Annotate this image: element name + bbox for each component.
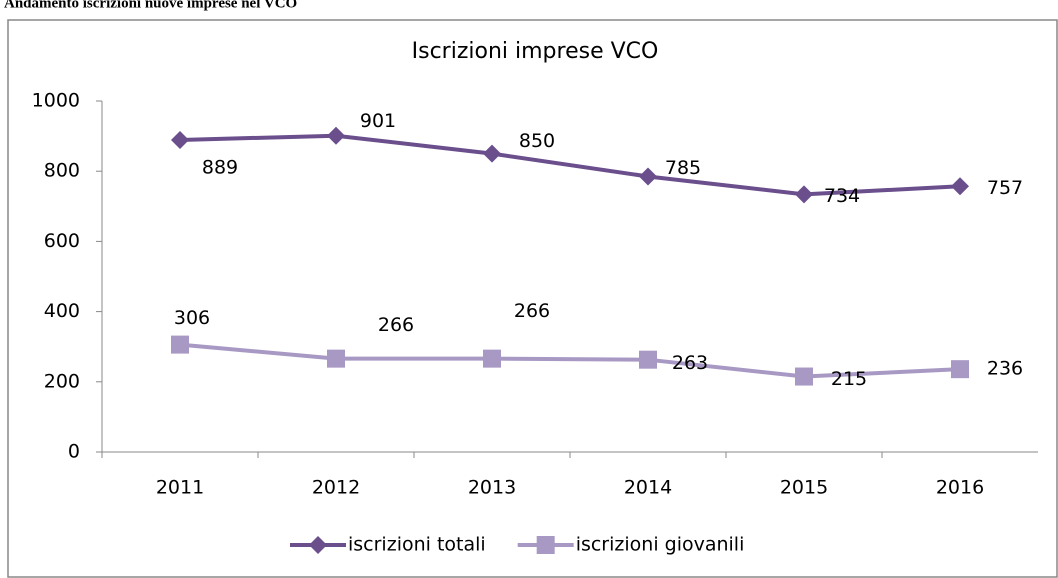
data-point [327,349,345,368]
data-label: 757 [987,177,1023,199]
data-label: 734 [824,185,860,207]
legend-marker [536,536,555,554]
data-point [951,177,969,196]
caption: Andamento iscrizioni nuove imprese nel V… [4,0,297,11]
chart-title: Iscrizioni imprese VCO [412,39,659,64]
data-label: 266 [514,300,550,322]
data-point [483,144,501,163]
chart-frame [7,19,1058,578]
data-label: 889 [202,156,238,178]
data-point [483,349,501,368]
x-tick-label: 2013 [468,477,516,499]
data-label: 263 [672,352,708,374]
y-tick-label: 800 [44,160,80,182]
y-tick-label: 1000 [32,90,80,112]
x-tick-label: 2015 [780,477,828,499]
y-tick-label: 400 [44,300,80,322]
data-point [639,350,657,369]
y-tick-label: 600 [44,230,80,252]
data-label: 306 [174,307,210,329]
data-label: 236 [987,358,1023,380]
x-tick-label: 2014 [624,477,672,499]
x-tick-label: 2016 [936,477,984,499]
x-tick-label: 2012 [312,477,360,499]
data-point [951,360,969,379]
legend-marker [309,536,327,554]
y-tick-label: 0 [68,441,80,463]
data-point [171,335,189,354]
legend-label: iscrizioni totali [348,534,486,556]
data-label: 266 [378,314,414,336]
x-tick-label: 2011 [156,477,204,499]
series-line [179,133,961,197]
data-label: 901 [360,110,396,132]
data-label: 850 [519,130,555,152]
data-label: 785 [665,157,701,179]
series-line [179,342,961,379]
data-point [795,367,813,386]
data-label: 215 [831,368,867,390]
data-point [327,126,345,145]
data-point [795,185,813,204]
legend-label: iscrizioni giovanili [576,534,745,556]
y-tick-label: 200 [44,370,80,392]
data-point [639,167,657,186]
data-point [171,130,189,149]
